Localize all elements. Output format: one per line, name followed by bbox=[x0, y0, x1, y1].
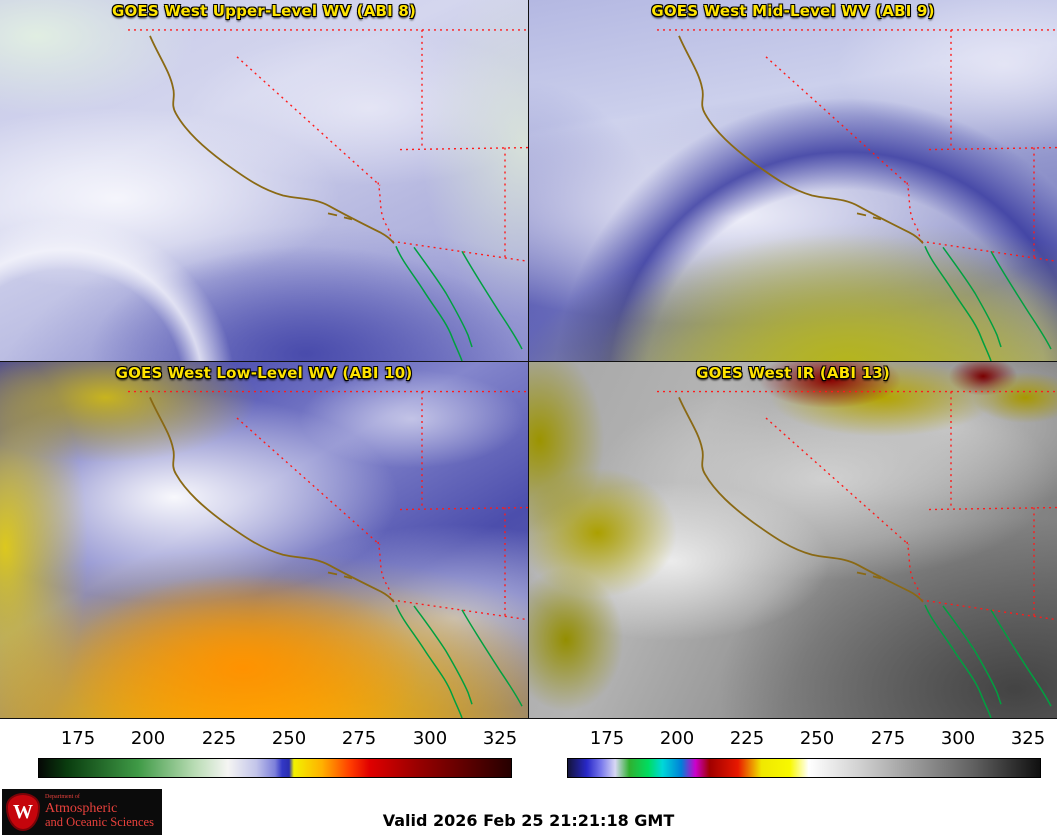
crest-letter: W bbox=[13, 801, 33, 823]
panel-title-ir: GOES West IR (ABI 13) bbox=[696, 364, 890, 382]
satellite-image-mid-wv bbox=[529, 0, 1057, 361]
panel-grid: GOES West Upper-Level WV (ABI 8) GOES We… bbox=[0, 0, 1057, 719]
wv-colorbar bbox=[38, 758, 512, 778]
panel-title-upper-wv: GOES West Upper-Level WV (ABI 8) bbox=[111, 2, 417, 20]
panel-upper-level-wv: GOES West Upper-Level WV (ABI 8) bbox=[0, 0, 528, 361]
ir-colorbar bbox=[567, 758, 1041, 778]
colorbar-section: 175 200 225 250 275 300 325 175 200 225 … bbox=[0, 719, 1057, 786]
logo-line-oceanic-sciences: and Oceanic Sciences bbox=[45, 815, 154, 830]
satellite-image-low-wv bbox=[0, 362, 528, 718]
panel-mid-level-wv: GOES West Mid-Level WV (ABI 9) bbox=[529, 0, 1057, 361]
colorbar-tick: 225 bbox=[729, 728, 765, 749]
panel-ir: GOES West IR (ABI 13) bbox=[529, 362, 1057, 718]
satellite-image-ir bbox=[529, 362, 1057, 718]
panel-title-mid-wv: GOES West Mid-Level WV (ABI 9) bbox=[651, 2, 935, 20]
colorbar-tick: 300 bbox=[940, 728, 976, 749]
colorbar-tick: 325 bbox=[1010, 728, 1046, 749]
colorbar-tick: 250 bbox=[799, 728, 835, 749]
colorbar-tick: 300 bbox=[412, 728, 448, 749]
logo-line-atmospheric: Atmospheric bbox=[45, 800, 118, 816]
colorbar-tick: 175 bbox=[589, 728, 625, 749]
logo-text: Department of Atmospheric and Oceanic Sc… bbox=[45, 794, 154, 829]
uw-crest-icon: W bbox=[6, 793, 40, 831]
colorbar-tick: 325 bbox=[482, 728, 518, 749]
panel-low-level-wv: GOES West Low-Level WV (ABI 10) bbox=[0, 362, 528, 718]
colorbar-tick: 200 bbox=[659, 728, 695, 749]
panel-title-low-wv: GOES West Low-Level WV (ABI 10) bbox=[115, 364, 413, 382]
footer: W Department of Atmospheric and Oceanic … bbox=[0, 786, 1057, 836]
logo-department-of: Department of bbox=[45, 794, 80, 801]
colorbar-tick: 225 bbox=[201, 728, 237, 749]
colorbar-tick: 275 bbox=[341, 728, 377, 749]
map-overlay bbox=[656, 390, 1057, 718]
satellite-image-upper-wv bbox=[0, 0, 528, 361]
colorbar-tick: 200 bbox=[130, 728, 166, 749]
colorbar-tick: 175 bbox=[60, 728, 96, 749]
colorbar-tick: 250 bbox=[271, 728, 307, 749]
map-overlay bbox=[127, 390, 528, 718]
uw-aos-logo: W Department of Atmospheric and Oceanic … bbox=[2, 789, 162, 835]
ir-colorbar-group: 175 200 225 250 275 300 325 bbox=[529, 719, 1057, 786]
valid-time: Valid 2026 Feb 25 21:21:18 GMT bbox=[382, 811, 675, 830]
map-overlay bbox=[127, 29, 528, 361]
colorbar-tick: 275 bbox=[870, 728, 906, 749]
wv-colorbar-group: 175 200 225 250 275 300 325 bbox=[0, 719, 528, 786]
map-overlay bbox=[656, 29, 1057, 361]
